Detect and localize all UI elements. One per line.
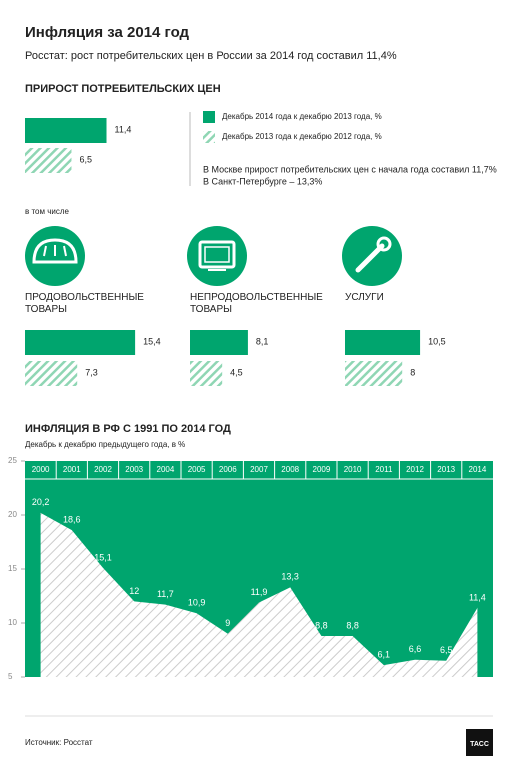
x-tick-label: 2014 bbox=[469, 465, 487, 474]
source: Источник: Росстат bbox=[25, 738, 93, 747]
value-label: 10,5 bbox=[428, 336, 446, 346]
value-label: 7,3 bbox=[85, 367, 98, 377]
value-label: 9 bbox=[225, 618, 230, 628]
bar bbox=[345, 330, 421, 355]
title: Инфляция за 2014 год bbox=[25, 24, 190, 41]
y-tick-label: 25 bbox=[8, 456, 17, 465]
bar bbox=[25, 330, 136, 355]
y-tick-label: 20 bbox=[8, 510, 17, 519]
x-tick-label: 2011 bbox=[375, 465, 393, 474]
bar bbox=[25, 361, 78, 386]
icon-wrench bbox=[342, 226, 402, 286]
category-label: УСЛУГИ bbox=[345, 292, 384, 303]
value-label: 11,4 bbox=[115, 124, 132, 134]
x-tick-label: 2007 bbox=[250, 465, 268, 474]
section-subtitle: Декабрь к декабрю предыдущего года, в % bbox=[25, 440, 185, 449]
value-label: 6,5 bbox=[79, 154, 92, 164]
value-label: 8,8 bbox=[346, 620, 359, 630]
category-label: ПРОДОВОЛЬСТВЕННЫЕ ТОВАРЫ bbox=[25, 292, 144, 315]
value-label: 15,1 bbox=[94, 552, 112, 562]
x-tick-label: 2004 bbox=[157, 465, 175, 474]
y-tick-label: 5 bbox=[8, 672, 13, 681]
value-label: 18,6 bbox=[63, 514, 81, 524]
area bbox=[40, 512, 478, 677]
value-label: 13,3 bbox=[281, 572, 299, 582]
value-label: 6,6 bbox=[409, 644, 422, 654]
x-tick-label: 2003 bbox=[125, 465, 143, 474]
value-label: 8,1 bbox=[256, 336, 269, 346]
x-tick-label: 2012 bbox=[406, 465, 424, 474]
x-tick-label: 2009 bbox=[313, 465, 331, 474]
x-tick-label: 2013 bbox=[437, 465, 455, 474]
x-tick-label: 2000 bbox=[32, 465, 50, 474]
x-tick-label: 2010 bbox=[344, 465, 362, 474]
section-title: ИНФЛЯЦИЯ В РФ С 1991 ПО 2014 ГОД bbox=[25, 423, 231, 435]
including: в том числе bbox=[25, 207, 70, 216]
category-label: НЕПРОДОВОЛЬСТВЕННЫЕ ТОВАРЫ bbox=[190, 292, 323, 315]
subtitle: Росстат: рост потребительских цен в Росс… bbox=[25, 50, 397, 62]
icon-tv bbox=[187, 226, 247, 286]
value-label: 6,1 bbox=[378, 649, 391, 659]
legend-swatch bbox=[203, 111, 215, 123]
section-title: ПРИРОСТ ПОТРЕБИТЕЛЬСКИХ ЦЕН bbox=[25, 83, 221, 95]
bar bbox=[190, 330, 248, 355]
value-label: 12 bbox=[129, 586, 139, 596]
x-tick-label: 2002 bbox=[94, 465, 112, 474]
legend-label: Декабрь 2013 года к декабрю 2012 года, % bbox=[222, 132, 382, 141]
y-tick-label: 10 bbox=[8, 618, 17, 627]
value-label: 15,4 bbox=[143, 336, 161, 346]
bar bbox=[345, 361, 403, 386]
value-label: 6,5 bbox=[440, 645, 453, 655]
value-label: 10,9 bbox=[188, 598, 206, 608]
icon-bread bbox=[25, 226, 85, 286]
x-tick-label: 2005 bbox=[188, 465, 206, 474]
bar bbox=[25, 148, 72, 173]
logo-box bbox=[466, 729, 493, 756]
legend-label: Декабрь 2014 года к декабрю 2013 года, % bbox=[222, 112, 382, 121]
note: В Москве прирост потребительских цен с н… bbox=[203, 164, 497, 174]
logo: ТАСС bbox=[470, 741, 489, 748]
value-label: 8,8 bbox=[315, 620, 328, 630]
value-label: 11,9 bbox=[251, 587, 268, 597]
value-label: 11,7 bbox=[157, 589, 174, 599]
value-label: 4,5 bbox=[230, 367, 243, 377]
note: В Санкт-Петербурге – 13,3% bbox=[203, 176, 322, 186]
x-tick-label: 2006 bbox=[219, 465, 237, 474]
x-tick-label: 2001 bbox=[63, 465, 81, 474]
value-label: 11,4 bbox=[469, 592, 486, 602]
x-tick-label: 2008 bbox=[281, 465, 299, 474]
bar bbox=[190, 361, 223, 386]
y-tick-label: 15 bbox=[8, 564, 17, 573]
bar bbox=[25, 118, 107, 143]
value-label: 8 bbox=[410, 367, 415, 377]
legend-swatch bbox=[203, 131, 215, 143]
value-label: 20,2 bbox=[32, 497, 50, 507]
